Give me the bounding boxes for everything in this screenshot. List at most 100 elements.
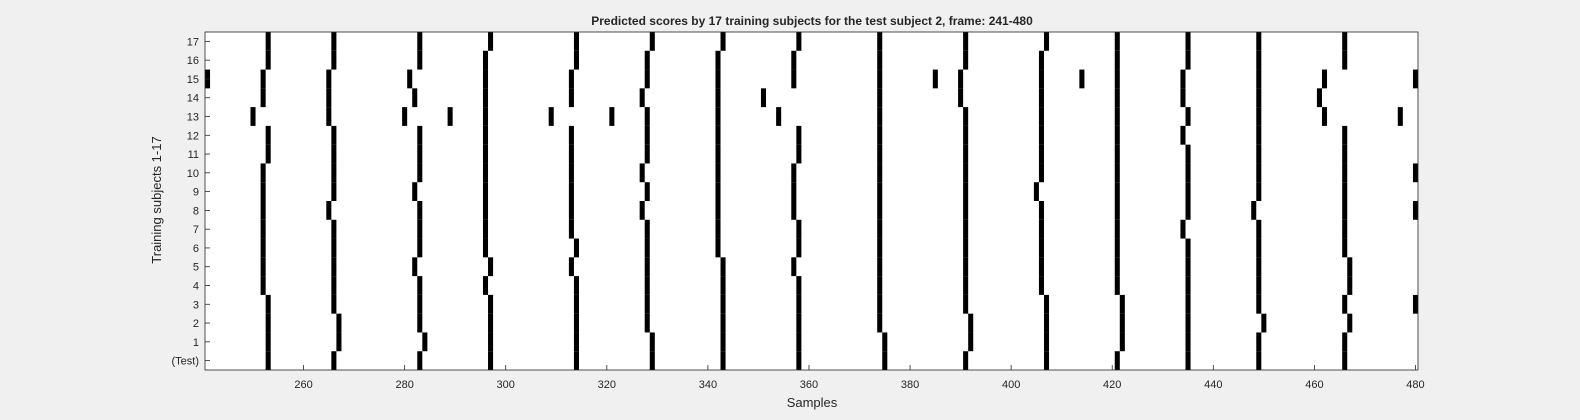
x-tick-label: 420	[1103, 379, 1121, 391]
heatmap-cell	[1038, 276, 1044, 295]
heatmap-cell	[488, 351, 494, 370]
heatmap-cell	[1038, 201, 1044, 220]
heatmap-cell	[417, 313, 423, 333]
heatmap-cell	[877, 201, 883, 220]
heatmap-cell	[412, 257, 418, 277]
heatmap-cell	[639, 163, 645, 183]
heatmap-cell	[417, 32, 423, 51]
y-tick-label: 12	[187, 130, 199, 142]
heatmap-cell	[715, 201, 721, 220]
x-axis-label: Samples	[787, 395, 838, 410]
heatmap-cell	[791, 69, 797, 89]
heatmap-cell	[1185, 238, 1191, 258]
heatmap-cell	[1342, 238, 1348, 258]
heatmap-cell	[568, 182, 574, 201]
heatmap-cell	[1185, 257, 1191, 277]
heatmap-cell	[1114, 69, 1120, 89]
heatmap-cell	[877, 50, 883, 70]
heatmap-cell	[568, 144, 574, 164]
heatmap-cell	[1185, 351, 1191, 370]
heatmap-cell	[260, 219, 266, 239]
heatmap-cell	[1114, 144, 1120, 164]
heatmap-cell	[644, 182, 650, 201]
y-tick-label: 16	[187, 55, 199, 67]
chart-title: Predicted scores by 17 training subjects…	[591, 14, 1033, 28]
heatmap-cell	[1256, 182, 1262, 201]
heatmap-cell	[963, 219, 969, 239]
heatmap-cell	[1114, 182, 1120, 201]
heatmap-cell	[1251, 201, 1257, 220]
x-tick-label: 460	[1305, 379, 1323, 391]
heatmap-cell	[1185, 182, 1191, 201]
heatmap-cell	[1412, 294, 1418, 314]
heatmap-cell	[1256, 219, 1262, 239]
heatmap-cell	[417, 276, 423, 295]
heatmap-cell	[1114, 107, 1120, 126]
y-tick-label: (Test)	[172, 356, 200, 368]
heatmap-cell	[412, 182, 418, 201]
heatmap-cell	[1256, 88, 1262, 108]
heatmap-cell	[331, 219, 337, 239]
heatmap-cell	[331, 163, 337, 183]
heatmap-cell	[963, 238, 969, 258]
heatmap-cell	[1185, 276, 1191, 295]
heatmap-cell	[260, 257, 266, 277]
heatmap-cell	[715, 238, 721, 258]
heatmap-cell	[331, 125, 337, 145]
heatmap-cell	[1412, 69, 1418, 89]
heatmap-cell	[877, 182, 883, 201]
heatmap-cell	[1119, 332, 1125, 352]
heatmap-cell	[644, 238, 650, 258]
heatmap-cell	[1033, 182, 1039, 201]
heatmap-cell	[331, 351, 337, 370]
heatmap-cell	[573, 294, 579, 314]
heatmap-cell	[417, 219, 423, 239]
heatmap-cell	[407, 69, 413, 89]
heatmap-cell	[1256, 276, 1262, 295]
heatmap-cell	[720, 313, 726, 333]
heatmap-cell	[1038, 69, 1044, 89]
heatmap-cell	[1185, 201, 1191, 220]
heatmap-cell	[877, 294, 883, 314]
heatmap-cell	[417, 50, 423, 70]
y-tick-label: 10	[187, 168, 199, 180]
heatmap-cell	[1256, 163, 1262, 183]
heatmap-cell	[639, 88, 645, 108]
heatmap-cell	[968, 313, 974, 333]
heatmap-cell	[1114, 351, 1120, 370]
heatmap-cell	[791, 257, 797, 277]
heatmap-cell	[1180, 219, 1186, 239]
heatmap-cell	[1038, 163, 1044, 183]
heatmap-cell	[644, 125, 650, 145]
heatmap-cell	[331, 32, 337, 51]
heatmap-cell	[877, 163, 883, 183]
heatmap-cell	[417, 163, 423, 183]
heatmap-cell	[1185, 313, 1191, 333]
heatmap-cell	[1185, 144, 1191, 164]
heatmap-cell	[882, 332, 888, 352]
heatmap-cell	[1185, 294, 1191, 314]
x-tick-label: 320	[598, 379, 616, 391]
heatmap-cell	[796, 238, 802, 258]
heatmap-cell	[963, 182, 969, 201]
heatmap-cell	[1180, 69, 1186, 89]
heatmap-cell	[412, 88, 418, 108]
heatmap-cell	[796, 125, 802, 145]
heatmap-cell	[1038, 257, 1044, 277]
heatmap-cell	[1114, 276, 1120, 295]
heatmap-cell	[715, 163, 721, 183]
x-tick-label: 360	[800, 379, 818, 391]
heatmap-cell	[644, 69, 650, 89]
heatmap-cell	[796, 351, 802, 370]
y-tick-label: 4	[193, 281, 199, 293]
heatmap-cell	[336, 313, 342, 333]
heatmap-cell	[265, 294, 271, 314]
heatmap-cell	[720, 332, 726, 352]
y-tick-label: 9	[193, 187, 199, 199]
heatmap-cell	[644, 294, 650, 314]
heatmap-cell	[877, 88, 883, 108]
heatmap-cell	[877, 257, 883, 277]
x-tick-label: 340	[699, 379, 717, 391]
heatmap-cell	[1038, 238, 1044, 258]
heatmap-cell	[260, 88, 266, 108]
